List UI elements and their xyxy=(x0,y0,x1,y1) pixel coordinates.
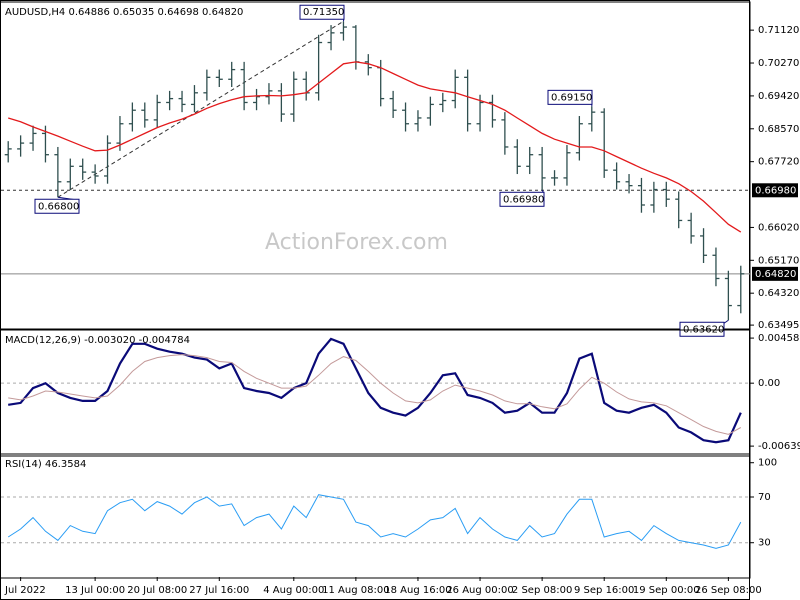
y-tick-label: 70 xyxy=(758,492,771,503)
x-tick-label: 11 Aug 08:00 xyxy=(322,585,389,596)
indicator-line xyxy=(7,494,742,549)
annotation-box xyxy=(34,198,80,214)
level-label: 0.66980 xyxy=(755,185,796,196)
panel-border xyxy=(0,329,751,457)
y-tick-label: 0.71120 xyxy=(758,25,799,36)
y-tick-label: 0.004583 xyxy=(758,333,800,344)
panel-title: RSI(14) 46.3584 xyxy=(5,459,86,470)
x-tick-label: 9 Sep 16:00 xyxy=(574,585,634,596)
annotation-box xyxy=(299,4,345,20)
level-label: 0.64820 xyxy=(755,269,796,280)
indicator-line xyxy=(8,337,742,444)
y-tick-label: 100 xyxy=(758,458,777,469)
x-tick-label: 18 Aug 16:00 xyxy=(384,585,451,596)
y-tick-label: 0.64320 xyxy=(758,288,799,299)
annotation-leader xyxy=(723,319,729,324)
y-tick-label: 0.70270 xyxy=(758,58,799,69)
watermark: ActionForex.com xyxy=(265,230,448,255)
annotation: 0.71350 xyxy=(303,7,344,18)
trendline xyxy=(57,20,344,198)
panel-border xyxy=(0,1,751,330)
annotation: 0.66800 xyxy=(38,201,79,212)
x-tick-label: 5 Jul 2022 xyxy=(0,585,46,596)
x-tick-label: 19 Sep 00:00 xyxy=(633,585,700,596)
x-tick-label: 26 Aug 00:00 xyxy=(446,585,513,596)
panel-title: AUDUSD,H4 0.64886 0.65035 0.64698 0.6482… xyxy=(5,7,243,18)
x-tick-label: 2 Sep 08:00 xyxy=(512,585,572,596)
x-tick-label: 13 Jul 00:00 xyxy=(65,585,125,596)
panel-border xyxy=(0,453,751,579)
y-tick-label: 0.00 xyxy=(758,378,780,389)
y-tick-label: 0.69420 xyxy=(758,91,799,102)
y-tick-label: -0.006397 xyxy=(758,441,800,452)
x-tick-label: 26 Sep 08:00 xyxy=(695,585,762,596)
moving-average xyxy=(8,61,742,233)
annotation-box xyxy=(679,321,725,337)
y-tick-label: 0.67720 xyxy=(758,157,799,168)
annotation: 0.69150 xyxy=(551,92,592,103)
y-tick-label: 0.65170 xyxy=(758,255,799,266)
level-label-box xyxy=(752,266,798,281)
annotation-box xyxy=(499,191,545,207)
indicator-line xyxy=(8,354,742,435)
level-label-box xyxy=(752,183,798,198)
x-tick-label: 20 Jul 08:00 xyxy=(127,585,187,596)
y-tick-label: 0.68570 xyxy=(758,124,799,135)
y-tick-label: 30 xyxy=(758,538,771,549)
x-tick-label: 4 Aug 00:00 xyxy=(263,585,324,596)
x-tick-label: 27 Jul 16:00 xyxy=(189,585,249,596)
annotation-box xyxy=(547,89,593,105)
y-tick-label: 0.66020 xyxy=(758,222,799,233)
annotation: 0.66980 xyxy=(503,194,544,205)
panel-title: MACD(12,26,9) -0.003020 -0.004784 xyxy=(5,335,190,346)
frame xyxy=(0,0,750,600)
y-tick-label: 0.63495 xyxy=(758,320,799,331)
